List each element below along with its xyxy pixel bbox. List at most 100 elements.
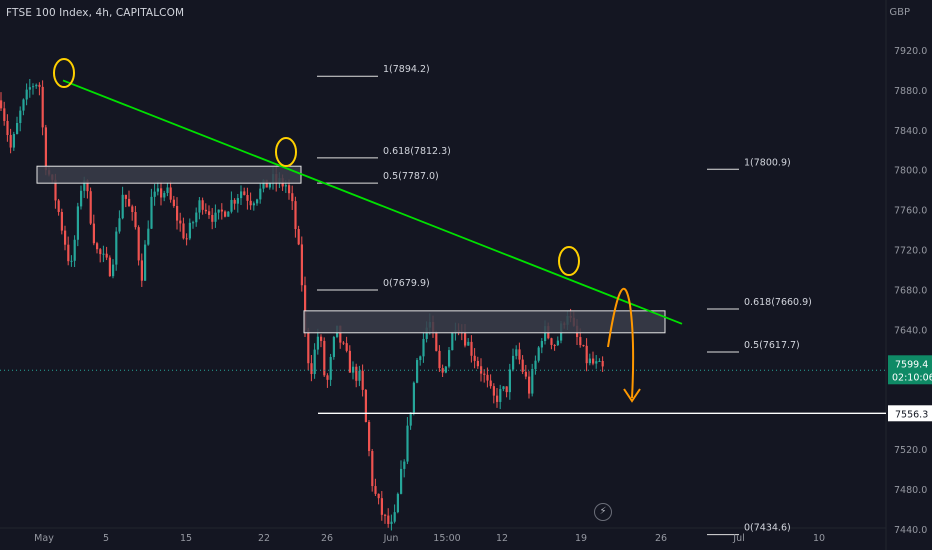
candle-body: [435, 332, 438, 351]
candle-body: [32, 86, 35, 88]
candle-body: [227, 211, 230, 217]
candle-body: [19, 110, 22, 123]
candle-body: [96, 243, 99, 250]
candle-body: [425, 327, 428, 339]
fib-right-label: 0.5(7617.7): [744, 340, 800, 351]
price-badges: 7599.4 02:10:06 7556.3: [888, 355, 932, 422]
candle-body: [416, 360, 419, 383]
candle-body: [320, 336, 323, 341]
candle-body: [310, 363, 313, 375]
candle-body: [294, 201, 297, 230]
candle-body: [128, 198, 131, 207]
candle-body: [73, 239, 76, 261]
candle-body: [249, 200, 252, 206]
candle-body: [518, 349, 521, 360]
candle-body: [595, 361, 598, 364]
candle-body: [531, 368, 534, 394]
price-tick-label: 7480.0: [894, 485, 927, 496]
time-tick-label: 5: [103, 533, 109, 544]
time-tick-label: May: [34, 533, 54, 544]
candle-body: [521, 359, 524, 372]
candle-body: [224, 211, 227, 217]
candle-body: [208, 211, 211, 215]
candle-body: [188, 222, 191, 239]
candle-body: [236, 198, 239, 204]
candle-body: [537, 347, 540, 361]
candle-body: [118, 218, 121, 232]
candle-body: [291, 193, 294, 202]
candle-body: [192, 222, 195, 224]
candle-body: [515, 349, 518, 356]
candle-body: [80, 190, 83, 207]
candle-body: [220, 209, 223, 212]
candle-body: [585, 345, 588, 364]
candle-body: [230, 199, 233, 212]
candle-body: [12, 134, 15, 148]
candle-body: [582, 345, 585, 347]
candle-body: [28, 87, 31, 90]
candle-body: [483, 373, 486, 375]
resistance-zone-upper: [36, 165, 302, 184]
time-tick-label: 26: [321, 533, 333, 544]
candle-body: [214, 212, 217, 222]
candle-body: [396, 493, 399, 513]
price-tick-label: 7920.0: [894, 46, 927, 57]
candle-body: [25, 89, 28, 100]
price-tick-label: 7760.0: [894, 206, 927, 217]
candle-body: [182, 223, 185, 239]
candle-body: [412, 382, 415, 413]
fib-left-label: 0.618(7812.3): [383, 146, 451, 157]
candle-body: [473, 355, 476, 361]
candle-body: [105, 253, 108, 258]
resistance-zone-lower: [303, 310, 666, 334]
candle-body: [240, 191, 243, 199]
candle-body: [364, 389, 367, 423]
candle-body: [137, 227, 140, 261]
candle-body: [348, 350, 351, 373]
candle-body: [422, 338, 425, 357]
candle-body: [6, 120, 9, 136]
candle-body: [115, 231, 118, 265]
candle-body: [393, 512, 396, 522]
candle-body: [355, 366, 358, 381]
candle-body: [70, 260, 73, 262]
candle-body: [166, 187, 169, 193]
candle-body: [252, 203, 255, 206]
candle-body: [38, 84, 41, 87]
candle-body: [76, 206, 79, 240]
candle-body: [352, 366, 355, 373]
price-tick-label: 7640.0: [894, 325, 927, 336]
candle-body: [556, 340, 559, 346]
candle-body: [134, 212, 137, 228]
candle-body: [502, 386, 505, 390]
candle-body: [64, 230, 67, 245]
candle-body: [512, 355, 515, 370]
fib-left-label: 1(7894.2): [383, 64, 430, 75]
candle-body: [150, 196, 153, 229]
candle-body: [83, 180, 86, 191]
support-price-value: 7556.3: [895, 409, 928, 420]
fib-right-label: 1(7800.9): [744, 157, 791, 168]
candle-body: [492, 386, 495, 396]
candle-body: [528, 376, 531, 394]
time-axis[interactable]: May 5 15 22 26 Jun 15:00 12 19 26 Jul 10: [34, 533, 825, 544]
candle-body: [403, 461, 406, 469]
candle-body: [284, 185, 287, 187]
candle-body: [67, 244, 70, 262]
candle-body: [89, 191, 92, 224]
candle-body: [598, 360, 601, 362]
lightning-icon[interactable]: ⚡: [594, 503, 612, 521]
candle-body: [185, 238, 188, 240]
candle-body: [400, 468, 403, 494]
price-tick-label: 7840.0: [894, 126, 927, 137]
candle-body: [524, 371, 527, 377]
candle-body: [329, 356, 332, 380]
candle-body: [361, 370, 364, 390]
candle-body: [387, 515, 390, 524]
fib-left-label: 0(7679.9): [383, 278, 430, 289]
candle-body: [345, 343, 348, 351]
candle-body: [54, 179, 57, 201]
